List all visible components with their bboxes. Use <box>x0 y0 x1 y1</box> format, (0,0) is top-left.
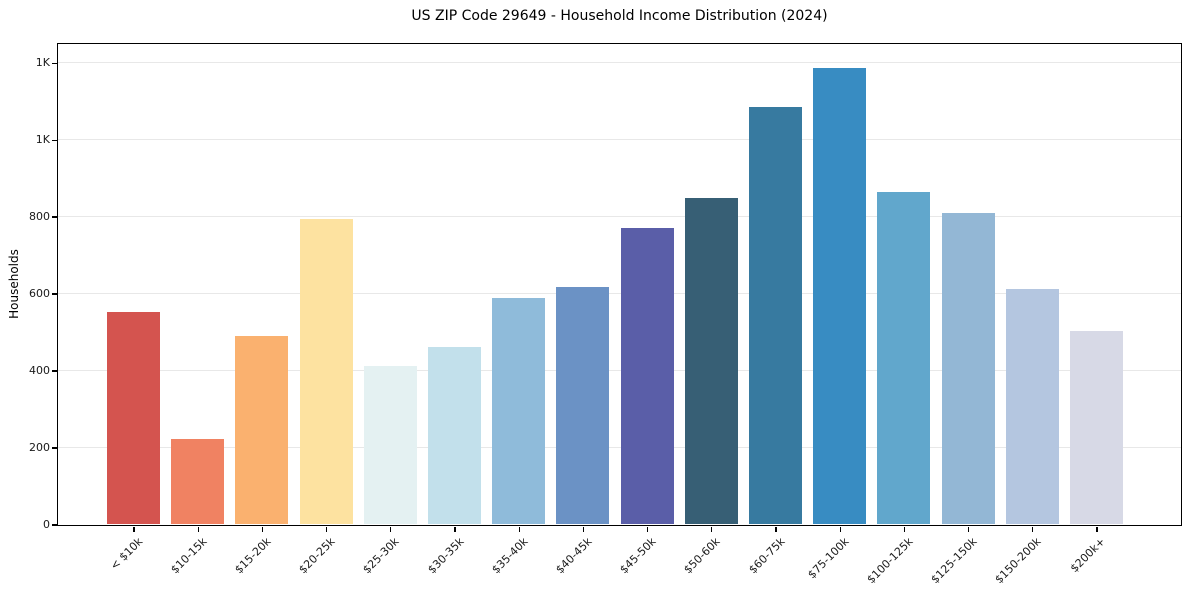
y-tick-mark <box>52 370 57 372</box>
y-tick-mark <box>52 139 57 141</box>
bar-12 <box>877 191 931 525</box>
x-tick-mark <box>518 526 520 532</box>
gridline <box>57 216 1181 218</box>
x-tick-mark <box>903 526 906 532</box>
chart-title: US ZIP Code 29649 - Household Income Dis… <box>411 8 828 24</box>
y-tick-mark <box>52 216 57 218</box>
y-tick-label: 400 <box>29 364 50 378</box>
y-tick-mark <box>52 293 57 295</box>
gridline <box>57 446 1181 449</box>
bar-0 <box>107 312 160 525</box>
y-tick-label: 600 <box>29 287 50 301</box>
bar-5 <box>428 346 481 525</box>
gridline <box>57 139 1181 141</box>
bar-8 <box>620 228 674 525</box>
x-tick-mark <box>197 526 199 532</box>
y-tick-label: 1K <box>35 133 50 147</box>
y-tick-label: 1K <box>35 56 50 70</box>
x-tick-mark <box>454 526 456 532</box>
x-tick-mark <box>133 526 135 532</box>
y-axis-label: Households <box>7 249 21 319</box>
y-tick-label: 800 <box>29 210 50 224</box>
x-tick-mark <box>711 526 713 532</box>
bar-11 <box>813 68 867 525</box>
bar-6 <box>492 298 546 525</box>
x-tick-mark <box>325 526 328 532</box>
bar-14 <box>1005 289 1059 525</box>
y-tick-mark <box>52 447 57 449</box>
bar-9 <box>684 198 738 525</box>
x-tick-mark <box>967 526 970 532</box>
bar-15 <box>1070 330 1123 525</box>
x-tick-mark <box>1096 526 1098 532</box>
gridline <box>57 293 1181 295</box>
x-tick-mark <box>582 526 585 532</box>
bar-13 <box>941 212 995 525</box>
x-tick-mark <box>261 526 264 532</box>
bar-1 <box>171 439 225 525</box>
y-tick-mark <box>52 62 57 64</box>
gridline <box>57 62 1181 64</box>
y-tick-mark <box>52 524 57 526</box>
x-tick-mark <box>775 526 777 532</box>
gridline <box>57 369 1181 372</box>
bar-4 <box>363 365 417 525</box>
bar-7 <box>556 287 610 525</box>
y-tick-label: 200 <box>29 441 50 455</box>
y-tick-label: 0 <box>43 518 50 531</box>
x-tick-mark <box>839 526 841 532</box>
x-tick-mark <box>646 526 649 532</box>
bar-3 <box>299 218 353 525</box>
plot-area <box>56 42 1182 526</box>
x-tick-mark <box>390 526 392 532</box>
bar-2 <box>235 335 289 525</box>
bar-10 <box>749 106 802 525</box>
x-tick-mark <box>1032 526 1034 532</box>
